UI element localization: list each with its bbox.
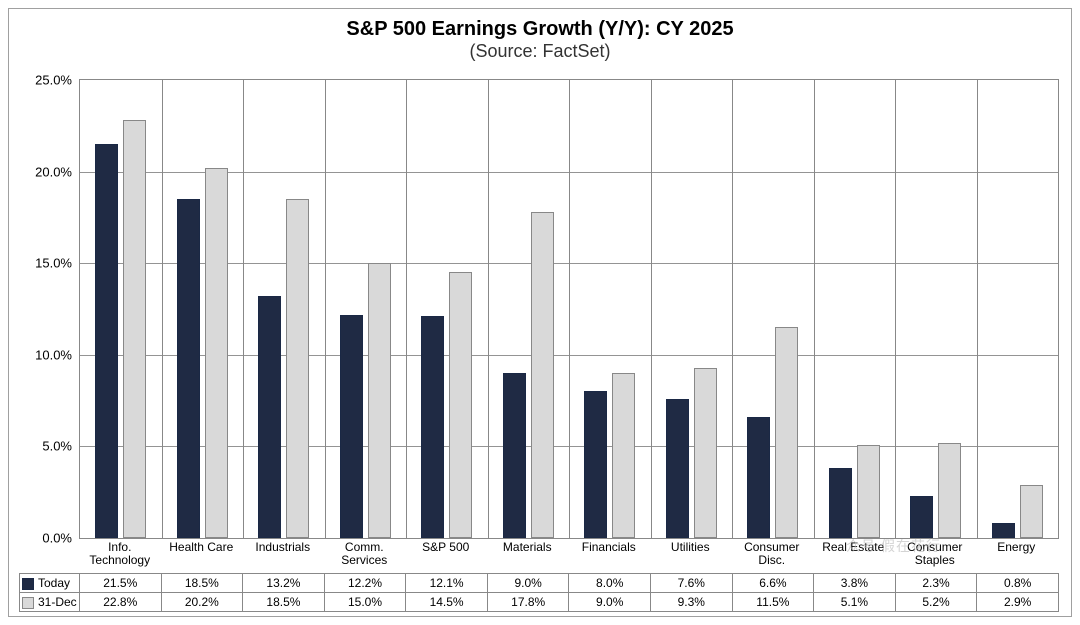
legend-label: 31-Dec (38, 595, 77, 609)
category-separator (977, 80, 978, 538)
x-tick-label: Energy (976, 541, 1058, 554)
y-tick-label: 15.0% (35, 256, 80, 271)
table-cell: 20.2% (161, 593, 243, 612)
bar-today (340, 315, 363, 539)
y-tick-label: 10.0% (35, 347, 80, 362)
table-cell: 9.0% (569, 593, 651, 612)
table-cell: 12.1% (406, 574, 488, 593)
table-cell: 2.9% (977, 593, 1059, 612)
chart-frame: S&P 500 Earnings Growth (Y/Y): CY 2025 (… (8, 8, 1072, 617)
table-cell: 2.3% (895, 574, 977, 593)
table-cell: 13.2% (243, 574, 325, 593)
bar-31-dec (449, 272, 472, 538)
bar-today (95, 144, 118, 538)
legend-label: Today (38, 576, 70, 590)
legend-cell-today: Today (20, 574, 80, 593)
bar-today (747, 417, 770, 538)
bar-31-dec (775, 327, 798, 538)
bar-today (421, 316, 444, 538)
table-cell: 15.0% (324, 593, 406, 612)
table-cell: 11.5% (732, 593, 814, 612)
category-separator (406, 80, 407, 538)
table-cell: 3.8% (814, 574, 896, 593)
x-tick-label: Real Estate (813, 541, 895, 554)
bar-today (910, 496, 933, 538)
table-cell: 17.8% (487, 593, 569, 612)
x-tick-label: Comm. Services (324, 541, 406, 567)
x-tick-label: Health Care (161, 541, 243, 554)
legend-cell-31-dec: 31-Dec (20, 593, 80, 612)
bar-31-dec (694, 368, 717, 538)
bar-today (992, 523, 1015, 538)
x-tick-label: Utilities (650, 541, 732, 554)
category-separator (243, 80, 244, 538)
x-tick-label: Industrials (242, 541, 324, 554)
category-separator (732, 80, 733, 538)
y-tick-label: 5.0% (42, 439, 80, 454)
table-cell: 14.5% (406, 593, 488, 612)
table-cell: 18.5% (161, 574, 243, 593)
bar-today (829, 468, 852, 538)
table-cell: 6.6% (732, 574, 814, 593)
x-tick-label: Materials (487, 541, 569, 554)
bar-today (584, 391, 607, 538)
category-separator (814, 80, 815, 538)
legend-swatch (22, 578, 34, 590)
bar-31-dec (286, 199, 309, 538)
bar-31-dec (857, 445, 880, 538)
category-separator (651, 80, 652, 538)
table-cell: 5.2% (895, 593, 977, 612)
bar-31-dec (938, 443, 961, 538)
table-cell: 7.6% (651, 574, 733, 593)
category-separator (569, 80, 570, 538)
category-separator (895, 80, 896, 538)
category-separator (325, 80, 326, 538)
table-row: Today 21.5%18.5%13.2%12.2%12.1%9.0%8.0%7.… (20, 574, 1059, 593)
table-cell: 0.8% (977, 574, 1059, 593)
y-tick-label: 25.0% (35, 73, 80, 88)
table-cell: 18.5% (243, 593, 325, 612)
table-cell: 8.0% (569, 574, 651, 593)
bar-today (258, 296, 281, 538)
bar-31-dec (205, 168, 228, 538)
bar-31-dec (368, 263, 391, 538)
table-row: 31-Dec22.8%20.2%18.5%15.0%14.5%17.8%9.0%… (20, 593, 1059, 612)
chart-subtitle: (Source: FactSet) (9, 41, 1071, 66)
y-tick-label: 20.0% (35, 164, 80, 179)
table-cell: 21.5% (79, 574, 161, 593)
bar-31-dec (612, 373, 635, 538)
x-tick-label: Info. Technology (79, 541, 161, 567)
y-tick-label: 0.0% (42, 531, 80, 546)
table-cell: 9.0% (487, 574, 569, 593)
table-cell: 9.3% (651, 593, 733, 612)
x-tick-label: Consumer Disc. (731, 541, 813, 567)
table-cell: 22.8% (79, 593, 161, 612)
bar-today (503, 373, 526, 538)
data-table: Today21.5%18.5%13.2%12.2%12.1%9.0%8.0%7.… (19, 573, 1059, 612)
x-tick-label: Financials (568, 541, 650, 554)
chart-title: S&P 500 Earnings Growth (Y/Y): CY 2025 (9, 9, 1071, 41)
bar-today (177, 199, 200, 538)
category-separator (488, 80, 489, 538)
category-separator (162, 80, 163, 538)
bar-31-dec (123, 120, 146, 538)
bar-31-dec (531, 212, 554, 538)
table-cell: 12.2% (324, 574, 406, 593)
bar-today (666, 399, 689, 538)
legend-swatch (22, 597, 34, 609)
bar-31-dec (1020, 485, 1043, 538)
plot-area: 0.0%5.0%10.0%15.0%20.0%25.0% (79, 79, 1059, 539)
x-tick-label: S&P 500 (405, 541, 487, 554)
table-cell: 5.1% (814, 593, 896, 612)
x-tick-label: Consumer Staples (894, 541, 976, 567)
